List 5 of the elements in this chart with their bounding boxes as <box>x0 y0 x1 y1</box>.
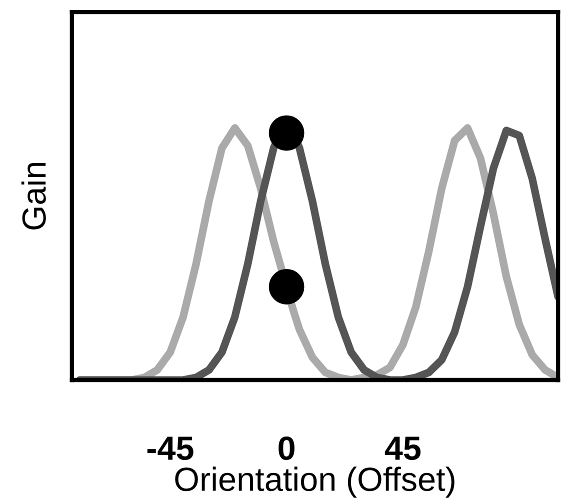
y-axis-title: Gain <box>21 162 46 230</box>
x-axis-title: Orientation (Offset) <box>175 466 454 498</box>
x-tick-label: -45 <box>147 436 194 460</box>
x-tick-label: 45 <box>384 436 421 460</box>
x-tick-label: 0 <box>278 436 294 460</box>
